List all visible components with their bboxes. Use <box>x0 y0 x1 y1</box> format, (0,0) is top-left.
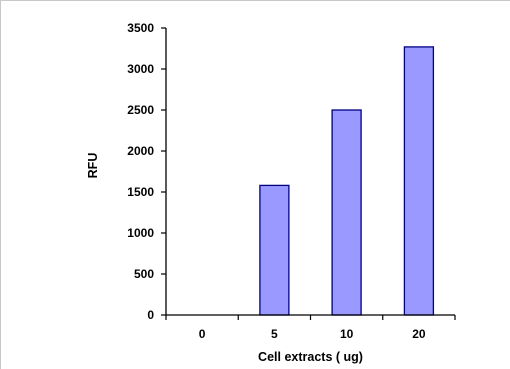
bar-10 <box>331 109 362 316</box>
y-tick-label-2500: 2500 <box>127 103 154 117</box>
y-axis-title: RFU <box>86 153 100 179</box>
x-axis-title: Cell extracts ( ug) <box>258 350 363 364</box>
y-tick-label-1500: 1500 <box>127 185 154 199</box>
y-tick-label-3500: 3500 <box>127 21 154 35</box>
x-ticks-layer: 0 5 10 20 <box>165 315 456 341</box>
bar-20 <box>403 46 435 316</box>
frame-left-border <box>0 0 1 369</box>
bar-5 <box>259 184 290 316</box>
y-tick-label-2000: 2000 <box>127 144 154 158</box>
x-tick-label-5: 5 <box>271 327 278 341</box>
y-tick-label-1000: 1000 <box>127 226 154 240</box>
y-tick-label-3000: 3000 <box>127 62 154 76</box>
frame-top-border <box>0 0 510 1</box>
y-tick-label-0: 0 <box>147 308 154 322</box>
bars-layer <box>259 46 435 316</box>
y-ticks-layer: 0 500 1000 1500 2000 2500 3000 3500 <box>127 21 166 322</box>
x-tick-label-10: 10 <box>340 327 354 341</box>
y-tick-label-500: 500 <box>134 267 154 281</box>
x-tick-label-20: 20 <box>412 327 426 341</box>
x-tick-label-0: 0 <box>199 327 206 341</box>
